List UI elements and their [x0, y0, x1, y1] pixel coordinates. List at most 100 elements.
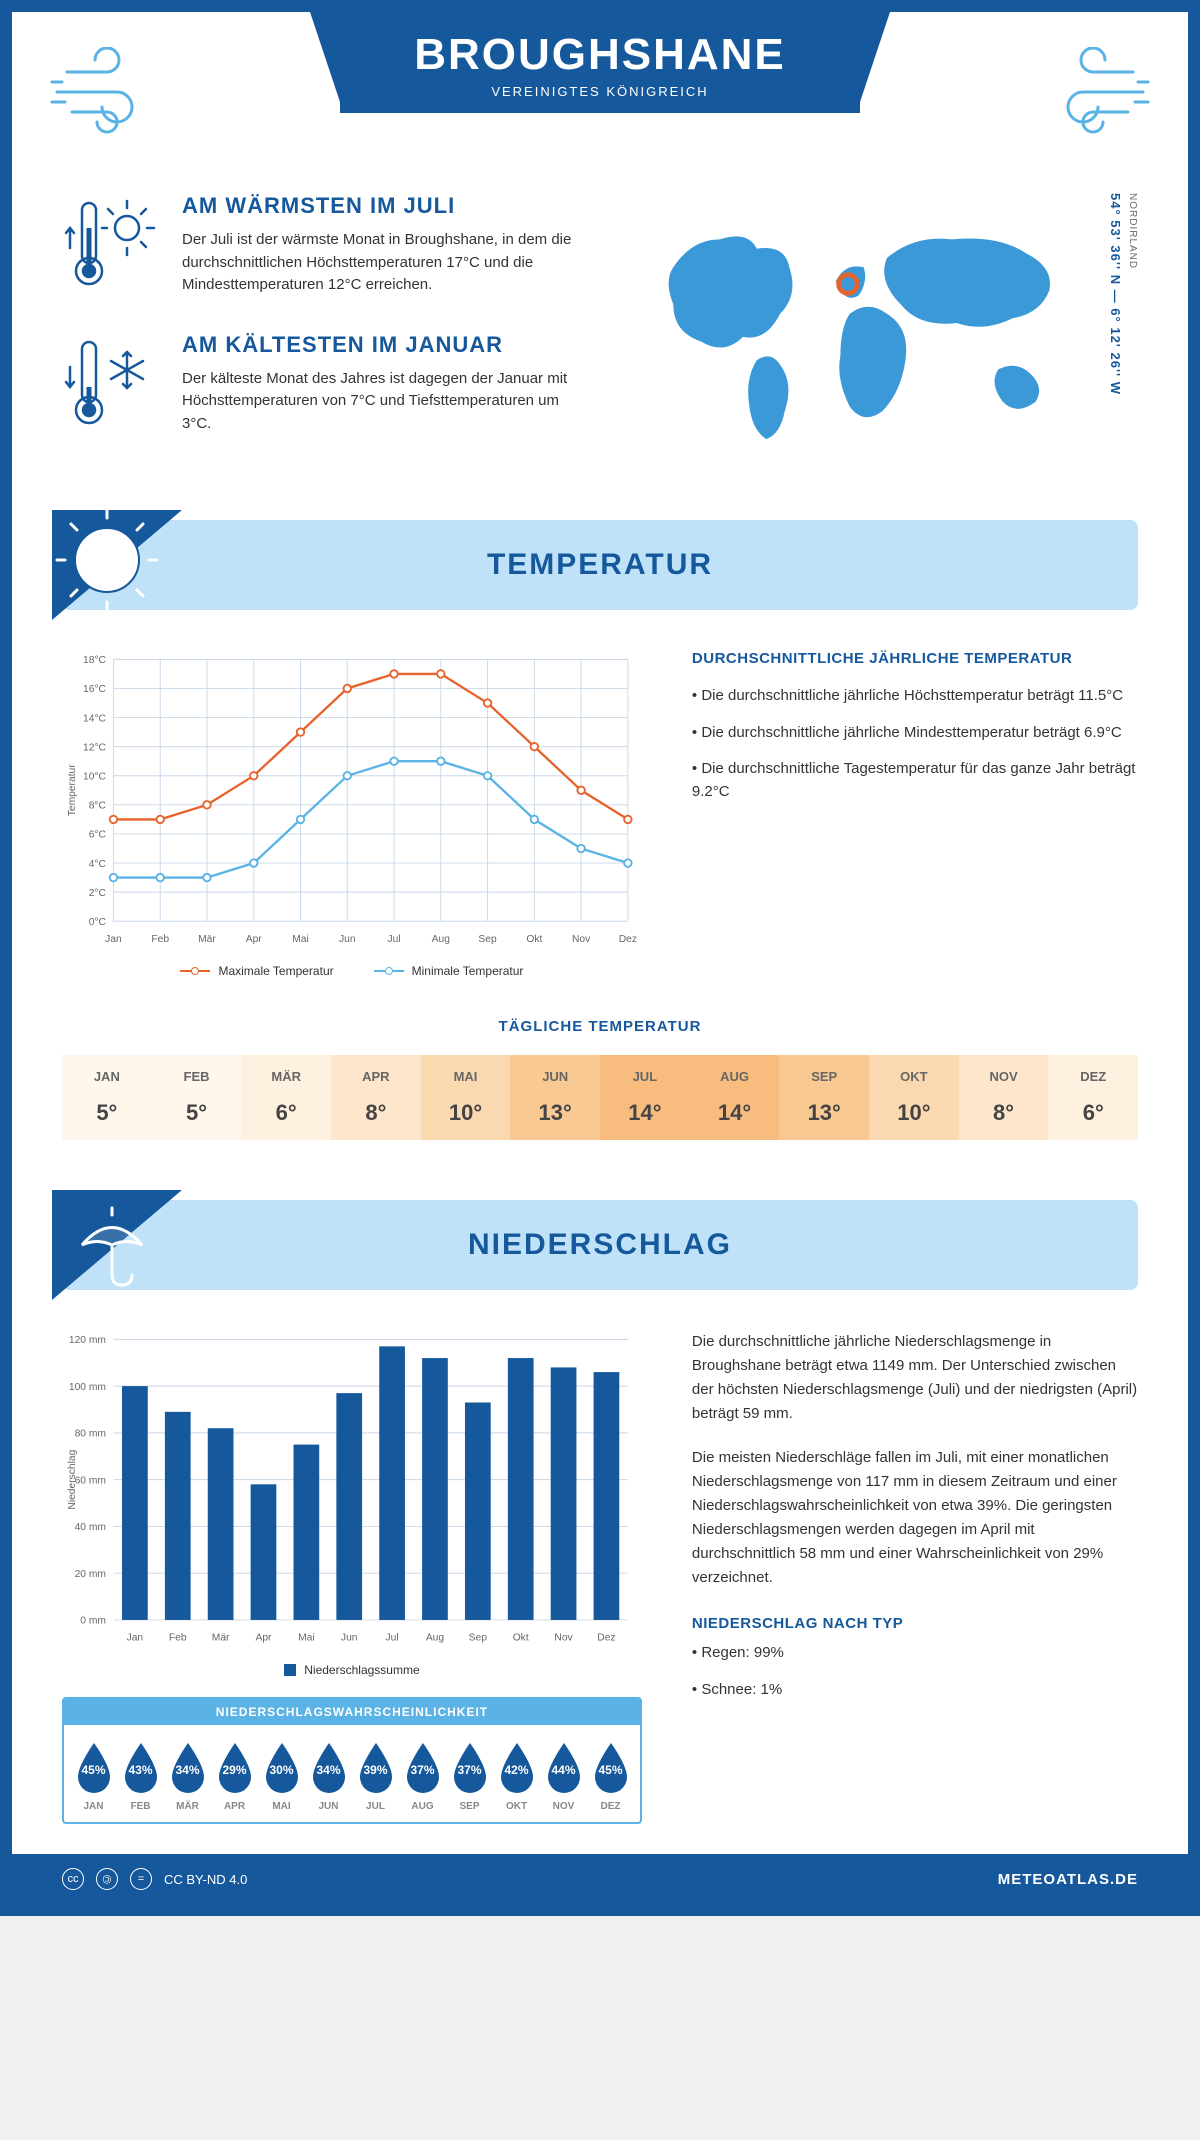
probability-cell: 37%SEP	[448, 1741, 491, 1812]
bullet: • Die durchschnittliche jährliche Höchst…	[692, 685, 1138, 708]
country-name: VEREINIGTES KÖNIGREICH	[380, 84, 820, 99]
probability-cell: 34%JUN	[307, 1741, 350, 1812]
daily-temp-cell: MAI10°	[421, 1055, 511, 1140]
daily-temp-cell: OKT10°	[869, 1055, 959, 1140]
legend-max: Maximale Temperatur	[180, 964, 333, 978]
svg-text:Mai: Mai	[292, 934, 309, 945]
wind-icon	[1033, 47, 1153, 137]
bullet: • Die durchschnittliche Tagestemperatur …	[692, 758, 1138, 803]
daily-temp-cell: JUL14°	[600, 1055, 690, 1140]
daily-temp-table: JAN5°FEB5°MÄR6°APR8°MAI10°JUN13°JUL14°AU…	[62, 1055, 1138, 1140]
legend-min: Minimale Temperatur	[374, 964, 524, 978]
temperature-info: DURCHSCHNITTLICHE JÄHRLICHE TEMPERATUR •…	[692, 650, 1138, 978]
svg-text:Nov: Nov	[554, 1633, 573, 1644]
probability-cell: 39%JUL	[354, 1741, 397, 1812]
sun-icon	[52, 510, 182, 620]
precipitation-probability-box: NIEDERSCHLAGSWAHRSCHEINLICHKEIT 45%JAN43…	[62, 1697, 642, 1824]
svg-text:Nov: Nov	[572, 934, 591, 945]
precip-type-title: NIEDERSCHLAG NACH TYP	[692, 1615, 1138, 1632]
svg-text:14°C: 14°C	[83, 713, 107, 724]
svg-text:6°C: 6°C	[89, 830, 107, 841]
svg-text:Okt: Okt	[513, 1633, 529, 1644]
svg-text:Jul: Jul	[386, 1633, 399, 1644]
nd-icon: =	[130, 1868, 152, 1890]
probability-cell: 42%OKT	[495, 1741, 538, 1812]
bullet: • Schnee: 1%	[692, 1679, 1138, 1702]
temperature-section-header: TEMPERATUR	[62, 520, 1138, 610]
svg-text:Aug: Aug	[432, 934, 451, 945]
warmest-fact: AM WÄRMSTEN IM JULI Der Juli ist der wär…	[62, 193, 580, 297]
svg-text:8°C: 8°C	[89, 801, 107, 812]
daily-temp-cell: NOV8°	[959, 1055, 1049, 1140]
svg-text:Dez: Dez	[597, 1633, 615, 1644]
svg-text:100 mm: 100 mm	[69, 1382, 106, 1393]
probability-title: NIEDERSCHLAGSWAHRSCHEINLICHKEIT	[64, 1699, 640, 1725]
svg-text:40 mm: 40 mm	[75, 1522, 106, 1533]
precipitation-info: Die durchschnittliche jährliche Niedersc…	[692, 1330, 1138, 1824]
license-text: CC BY-ND 4.0	[164, 1872, 247, 1887]
svg-text:120 mm: 120 mm	[69, 1335, 106, 1346]
footer: cc 🄯 = CC BY-ND 4.0 METEOATLAS.DE	[12, 1854, 1188, 1904]
by-icon: 🄯	[96, 1868, 118, 1890]
world-map: 54° 53' 36'' N — 6° 12' 26'' W NORDIRLAN…	[620, 193, 1138, 470]
intro-section: AM WÄRMSTEN IM JULI Der Juli ist der wär…	[62, 193, 1138, 470]
fact-text: Der kälteste Monat des Jahres ist dagege…	[182, 368, 580, 436]
svg-text:12°C: 12°C	[83, 742, 107, 753]
cc-icon: cc	[62, 1868, 84, 1890]
section-title: NIEDERSCHLAG	[62, 1228, 1138, 1262]
probability-cell: 30%MAI	[260, 1741, 303, 1812]
svg-text:Niederschlag: Niederschlag	[67, 1450, 78, 1510]
section-title: TEMPERATUR	[62, 548, 1138, 582]
svg-text:Mär: Mär	[212, 1633, 230, 1644]
probability-cell: 45%JAN	[72, 1741, 115, 1812]
probability-cell: 29%APR	[213, 1741, 256, 1812]
svg-text:Aug: Aug	[426, 1633, 445, 1644]
coordinates: 54° 53' 36'' N — 6° 12' 26'' W	[1108, 193, 1123, 395]
svg-text:Jun: Jun	[341, 1633, 358, 1644]
bullet: • Die durchschnittliche jährliche Mindes…	[692, 722, 1138, 745]
daily-temp-cell: SEP13°	[779, 1055, 869, 1140]
daily-temp-cell: APR8°	[331, 1055, 421, 1140]
city-name: BROUGHSHANE	[380, 30, 820, 80]
svg-text:Jun: Jun	[339, 934, 356, 945]
svg-text:Feb: Feb	[169, 1633, 187, 1644]
coldest-fact: AM KÄLTESTEN IM JANUAR Der kälteste Mona…	[62, 332, 580, 436]
svg-text:Feb: Feb	[151, 934, 169, 945]
daily-temp-cell: JUN13°	[510, 1055, 600, 1140]
svg-text:2°C: 2°C	[89, 888, 107, 899]
region-label: NORDIRLAND	[1127, 193, 1138, 269]
bullet: • Regen: 99%	[692, 1642, 1138, 1665]
daily-temp-cell: AUG14°	[690, 1055, 780, 1140]
svg-text:20 mm: 20 mm	[75, 1569, 106, 1580]
daily-temp-cell: JAN5°	[62, 1055, 152, 1140]
precipitation-section-header: NIEDERSCHLAG	[62, 1200, 1138, 1290]
title-banner: BROUGHSHANE VEREINIGTES KÖNIGREICH	[340, 12, 860, 113]
svg-text:Jul: Jul	[387, 934, 400, 945]
svg-text:Sep: Sep	[469, 1633, 488, 1644]
svg-text:Mai: Mai	[298, 1633, 315, 1644]
legend-precip: Niederschlagssumme	[284, 1663, 419, 1677]
svg-text:Mär: Mär	[198, 934, 216, 945]
infographic-page: BROUGHSHANE VEREINIGTES KÖNIGREICH	[0, 0, 1200, 1916]
probability-cell: 34%MÄR	[166, 1741, 209, 1812]
svg-text:10°C: 10°C	[83, 771, 107, 782]
svg-text:60 mm: 60 mm	[75, 1476, 106, 1487]
info-title: DURCHSCHNITTLICHE JÄHRLICHE TEMPERATUR	[692, 650, 1138, 667]
wind-icon	[47, 47, 167, 137]
svg-text:80 mm: 80 mm	[75, 1429, 106, 1440]
thermometer-cold-icon	[62, 332, 162, 432]
svg-text:Sep: Sep	[478, 934, 497, 945]
fact-title: AM WÄRMSTEN IM JULI	[182, 193, 580, 219]
umbrella-icon	[52, 1190, 182, 1300]
probability-cell: 44%NOV	[542, 1741, 585, 1812]
svg-text:Dez: Dez	[619, 934, 637, 945]
svg-text:Apr: Apr	[246, 934, 263, 945]
probability-cell: 45%DEZ	[589, 1741, 632, 1812]
precip-paragraph: Die durchschnittliche jährliche Niedersc…	[692, 1330, 1138, 1426]
probability-cell: 43%FEB	[119, 1741, 162, 1812]
precipitation-bar-chart: 0 mm20 mm40 mm60 mm80 mm100 mm120 mmNied…	[62, 1330, 642, 1648]
svg-text:Apr: Apr	[255, 1633, 272, 1644]
svg-text:4°C: 4°C	[89, 859, 107, 870]
svg-text:Jan: Jan	[105, 934, 122, 945]
daily-temp-cell: DEZ6°	[1048, 1055, 1138, 1140]
